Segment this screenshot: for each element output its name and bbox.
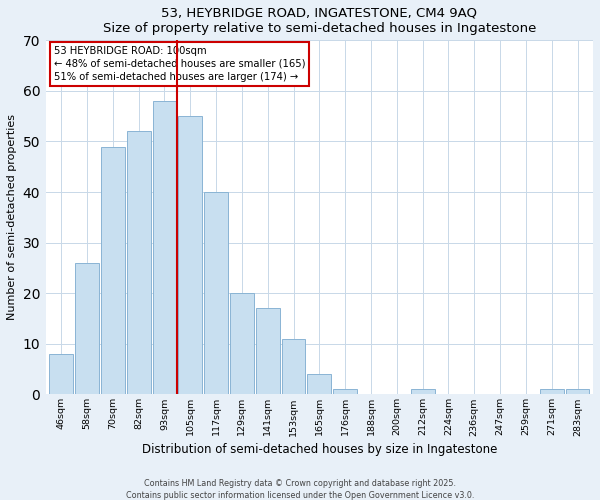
Bar	[281, 339, 305, 394]
Bar	[178, 116, 202, 394]
Text: 53 HEYBRIDGE ROAD: 100sqm
← 48% of semi-detached houses are smaller (165)
51% of: 53 HEYBRIDGE ROAD: 100sqm ← 48% of semi-…	[54, 46, 305, 82]
Bar	[566, 390, 589, 394]
Bar	[334, 390, 357, 394]
Title: 53, HEYBRIDGE ROAD, INGATESTONE, CM4 9AQ
Size of property relative to semi-detac: 53, HEYBRIDGE ROAD, INGATESTONE, CM4 9AQ…	[103, 7, 536, 35]
Bar	[101, 146, 125, 394]
Bar	[152, 101, 176, 394]
Bar	[204, 192, 228, 394]
Bar	[127, 132, 151, 394]
Bar	[49, 354, 73, 395]
Bar	[230, 294, 254, 394]
Y-axis label: Number of semi-detached properties: Number of semi-detached properties	[7, 114, 17, 320]
Bar	[256, 308, 280, 394]
Bar	[411, 390, 434, 394]
Bar	[75, 263, 99, 394]
Bar	[540, 390, 563, 394]
X-axis label: Distribution of semi-detached houses by size in Ingatestone: Distribution of semi-detached houses by …	[142, 442, 497, 456]
Text: Contains HM Land Registry data © Crown copyright and database right 2025.
Contai: Contains HM Land Registry data © Crown c…	[126, 478, 474, 500]
Bar	[307, 374, 331, 394]
